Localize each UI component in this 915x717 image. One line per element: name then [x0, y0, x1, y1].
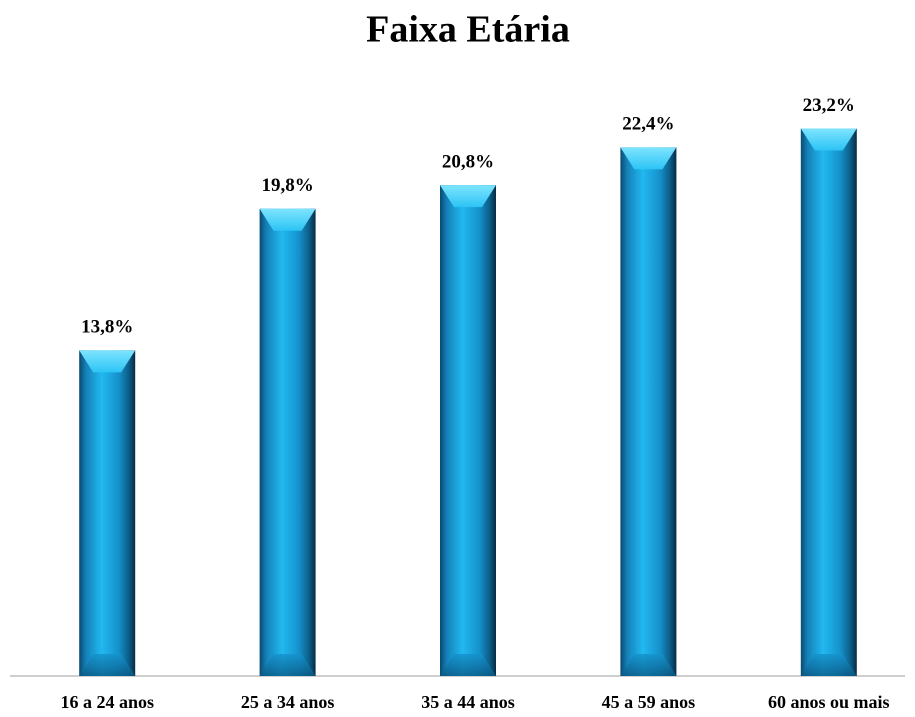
bar [79, 350, 136, 676]
bar-cap [79, 350, 136, 373]
bar-foot [620, 654, 677, 676]
bar [259, 208, 316, 676]
x-tick-label: 60 anos ou mais [768, 692, 890, 712]
bar [800, 128, 857, 677]
bar-cap [259, 208, 316, 231]
x-tick-label: 16 a 24 anos [60, 692, 154, 712]
chart-title: Faixa Etária [366, 9, 570, 51]
bar-group [259, 208, 316, 676]
x-tick-label: 25 a 34 anos [241, 692, 335, 712]
bar-cap [440, 185, 496, 208]
bar [440, 185, 496, 676]
x-tick-label: 35 a 44 anos [421, 692, 515, 712]
bar-group [79, 350, 136, 676]
bar-foot [259, 654, 316, 676]
bar-group [800, 128, 857, 677]
bar-foot [79, 654, 136, 676]
data-label: 13,8% [81, 317, 133, 338]
data-label: 19,8% [261, 175, 313, 196]
data-label: 22,4% [622, 114, 674, 135]
bar-cap [620, 147, 677, 170]
data-label: 23,2% [803, 95, 855, 116]
data-label: 20,8% [442, 151, 494, 172]
bar [620, 147, 677, 677]
bar-group [620, 147, 677, 677]
bar-group [440, 185, 496, 676]
x-tick-label: 45 a 59 anos [602, 692, 696, 712]
bar-cap [800, 128, 857, 151]
bar-foot [800, 654, 857, 676]
bar-foot [440, 654, 496, 676]
